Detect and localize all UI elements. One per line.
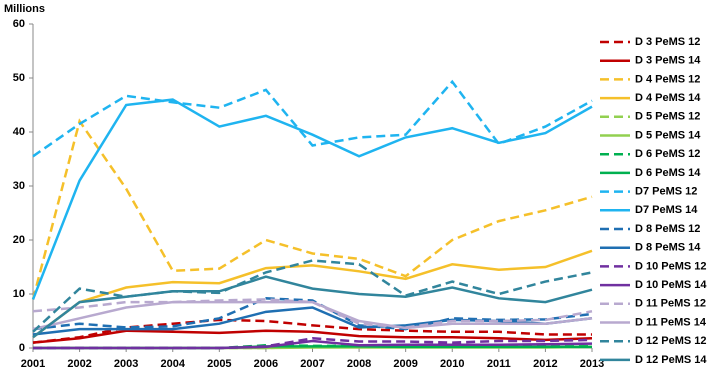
y-tick-label: 10 <box>13 288 25 300</box>
series-line <box>32 329 593 344</box>
legend-label: D7 PeMS 12 <box>635 186 697 198</box>
legend-label: D7 PeMS 14 <box>635 204 698 216</box>
x-tick-label: 2002 <box>67 358 91 370</box>
series-line <box>32 275 593 339</box>
legend-label: D 12 PeMS 14 <box>635 354 707 366</box>
x-tick-label: 2004 <box>161 358 186 370</box>
x-tick-label: 2009 <box>393 358 417 370</box>
series-line <box>32 79 593 158</box>
legend-label: D 3 PeMS 14 <box>635 55 701 67</box>
x-tick-label: 2007 <box>300 358 324 370</box>
legend-label: D 6 PeMS 12 <box>635 148 700 160</box>
legend-label: D 4 PeMS 12 <box>635 73 700 85</box>
series-line <box>33 339 593 350</box>
x-tick-label: 2010 <box>440 358 464 370</box>
legend-label: D 11 PeMS 14 <box>635 316 707 328</box>
x-tick-label: 2012 <box>533 358 557 370</box>
y-tick-label: 50 <box>13 72 25 84</box>
legend-label: D 3 PeMS 12 <box>635 36 700 48</box>
x-tick-label: 2008 <box>347 358 371 370</box>
x-tick-label: 2003 <box>114 358 138 370</box>
series-line <box>31 118 593 300</box>
series-line <box>32 318 592 344</box>
y-tick-label: 30 <box>13 180 25 192</box>
y-tick-label: 20 <box>13 234 25 246</box>
series-line <box>31 98 593 300</box>
x-tick-label: 2011 <box>487 358 511 370</box>
series-line <box>32 300 593 331</box>
legend-label: D 5 PeMS 14 <box>635 129 701 141</box>
y-tick-label: 60 <box>13 18 25 30</box>
series-line <box>32 306 593 336</box>
series-line <box>33 337 593 350</box>
legend-label: D 12 PeMS 12 <box>635 335 707 347</box>
x-tick-label: 2013 <box>580 358 604 370</box>
x-tick-label: 2005 <box>207 358 231 370</box>
legend-label: D 11 PeMS 12 <box>635 298 706 310</box>
y-axis-label: Millions <box>4 3 45 15</box>
legend-label: D 6 PeMS 14 <box>635 167 701 179</box>
x-tick-label: 2006 <box>254 358 278 370</box>
y-tick-label: 40 <box>13 126 25 138</box>
legend-label: D 8 PeMS 12 <box>635 223 700 235</box>
series-line <box>32 249 593 339</box>
legend-label: D 5 PeMS 12 <box>635 111 700 123</box>
legend-label: D 4 PeMS 14 <box>635 92 701 104</box>
x-tick-label: 2001 <box>21 358 45 370</box>
legend-label: D 8 PeMS 14 <box>635 242 701 254</box>
legend-label: D 10 PeMS 12 <box>635 260 707 272</box>
legend-label: D 10 PeMS 14 <box>635 279 707 291</box>
y-tick-label: 0 <box>19 342 25 354</box>
